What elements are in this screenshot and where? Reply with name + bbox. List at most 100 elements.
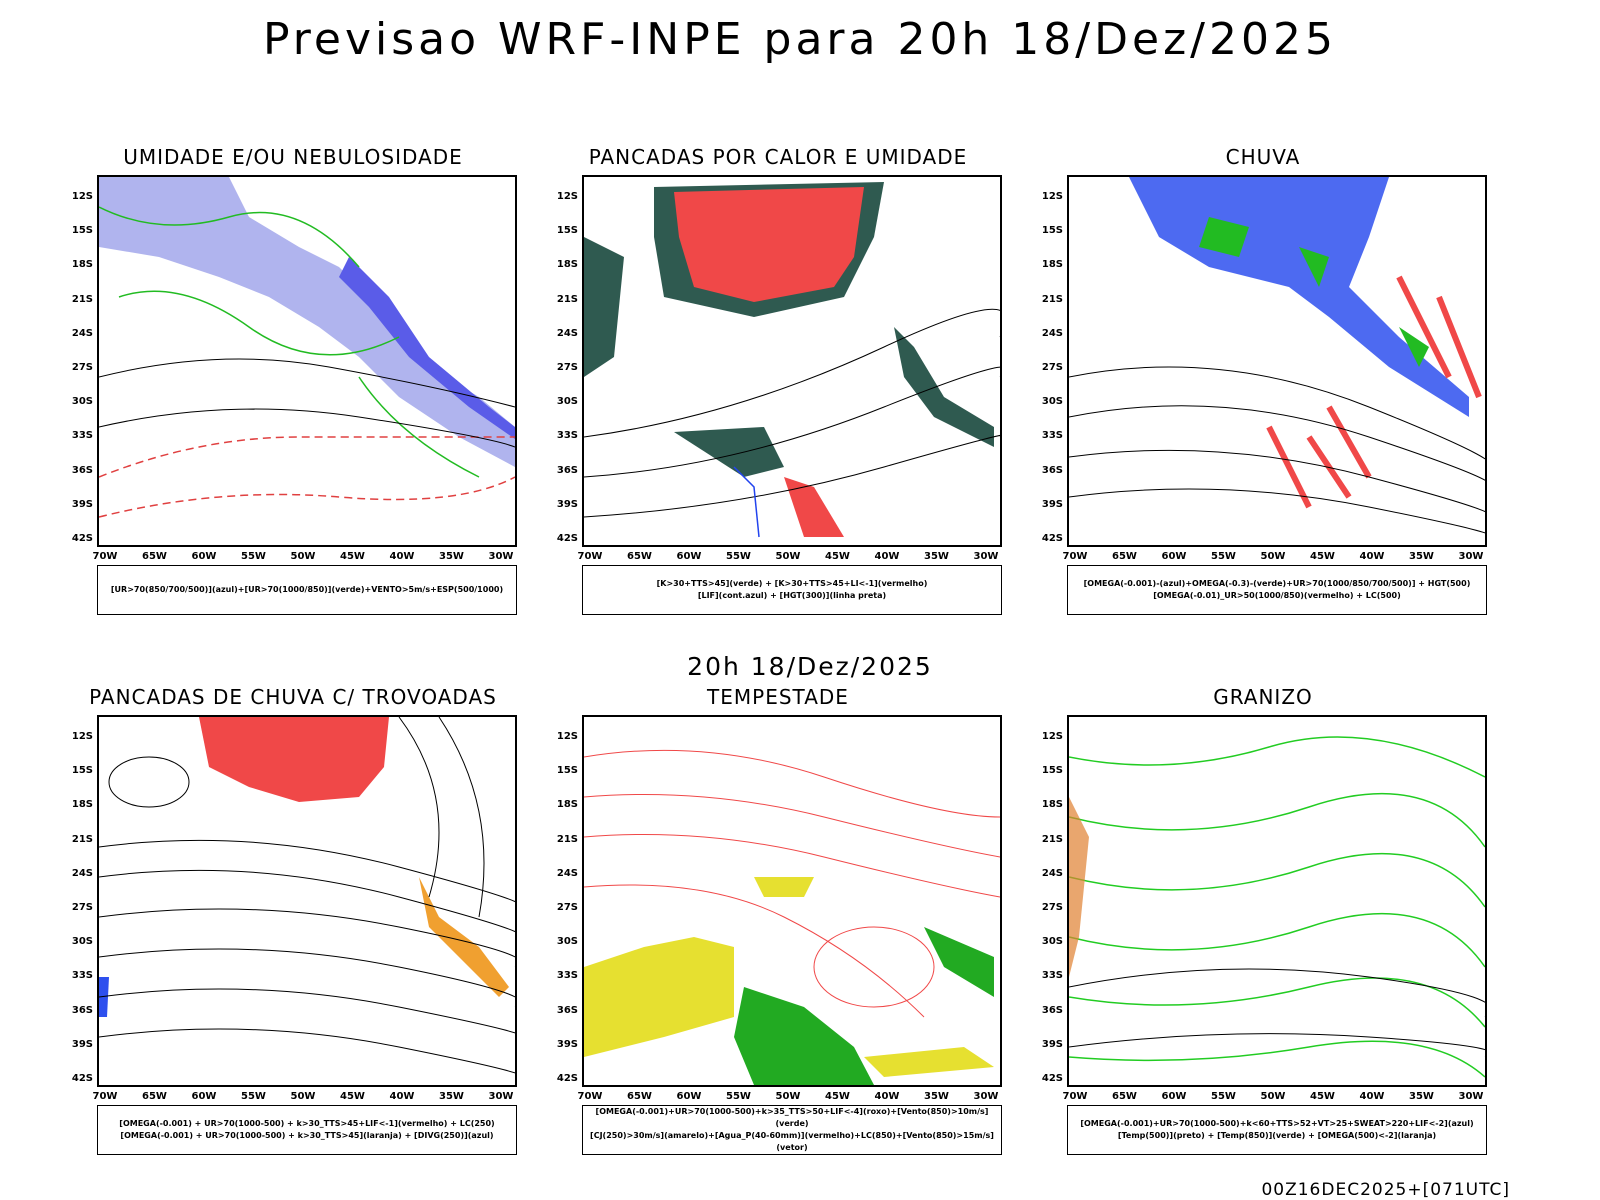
longitude-tick-label: 40W bbox=[1359, 551, 1385, 562]
longitude-tick-label: 60W bbox=[1161, 551, 1187, 562]
lif-contour bbox=[733, 466, 760, 538]
latitude-tick-label: 42S bbox=[556, 533, 578, 544]
latitude-tick-label: 42S bbox=[71, 1073, 93, 1084]
latitude-tick-label: 42S bbox=[1041, 1073, 1063, 1084]
latitude-tick-label: 30S bbox=[71, 936, 93, 948]
latitude-tick-label: 27S bbox=[556, 902, 578, 913]
legend-line: [K>30+TTS>45](verde) + [K>30+TTS>45+LI<-… bbox=[656, 579, 928, 588]
latitude-tick-label: 30S bbox=[71, 396, 93, 408]
longitude-tick-label: 40W bbox=[389, 1091, 415, 1102]
latitude-tick-label: 21S bbox=[556, 833, 578, 845]
panel-title: GRANIZO bbox=[1213, 685, 1313, 709]
heat-showers-map-graphic bbox=[584, 182, 1000, 538]
latitude-tick-label: 33S bbox=[1041, 970, 1063, 982]
green-humidity-contours bbox=[99, 206, 480, 478]
longitude-tick-label: 45W bbox=[340, 551, 365, 562]
longitude-tick-label: 50W bbox=[775, 551, 801, 562]
longitude-tick-label: 60W bbox=[1161, 1091, 1187, 1102]
longitude-tick-label: 40W bbox=[874, 1091, 900, 1102]
longitude-tick-label: 35W bbox=[1409, 551, 1434, 562]
latitude-tick-label: 24S bbox=[71, 327, 93, 339]
longitude-tick-label: 65W bbox=[627, 551, 652, 562]
longitude-tick-label: 30W bbox=[488, 1091, 514, 1102]
longitude-tick-label: 55W bbox=[1211, 1091, 1236, 1102]
longitude-tick-label: 70W bbox=[577, 1091, 603, 1102]
latitude-tick-label: 27S bbox=[71, 362, 93, 373]
latitude-tick-label: 42S bbox=[556, 1073, 578, 1084]
latitude-tick-label: 24S bbox=[1041, 867, 1063, 879]
latitude-tick-label: 18S bbox=[1041, 259, 1063, 271]
latitude-tick-label: 42S bbox=[71, 533, 93, 544]
yellow-jet-area bbox=[584, 937, 734, 1057]
longitude-tick-label: 65W bbox=[1112, 1091, 1137, 1102]
latitude-tick-label: 24S bbox=[556, 327, 578, 339]
longitude-tick-label: 70W bbox=[1062, 551, 1088, 562]
panel-heat-showers: PANCADAS POR CALOR E UMIDADE [K>30+TTS>4… bbox=[538, 145, 1018, 625]
latitude-tick-label: 39S bbox=[556, 1038, 578, 1050]
latitude-tick-label: 12S bbox=[71, 731, 93, 742]
blue-humidity-area bbox=[99, 177, 515, 467]
longitude-tick-label: 45W bbox=[825, 1091, 850, 1102]
main-title: Previsao WRF-INPE para 20h 18/Dez/2025 bbox=[263, 14, 1337, 65]
panel-storm: TEMPESTADE [OMEGA(-0.001)+UR>70(1000-500… bbox=[538, 685, 1018, 1165]
panel-legend: [OMEGA(-0.001) + UR>70(1000-500) + k>30_… bbox=[97, 1105, 517, 1155]
map-thunderstorm-showers bbox=[97, 715, 517, 1087]
longitude-tick-label: 35W bbox=[439, 551, 464, 562]
legend-line: [OMEGA(-0.001)+UR>70(1000-500)+k>35_TTS>… bbox=[595, 1107, 989, 1128]
panel-title: PANCADAS POR CALOR E UMIDADE bbox=[588, 145, 968, 169]
latitude-tick-label: 15S bbox=[71, 765, 93, 777]
map-heat-showers bbox=[582, 175, 1002, 547]
legend-line: [OMEGA(-0.001)+UR>70(1000-500)+k<60+TTS>… bbox=[1080, 1119, 1474, 1128]
latitude-tick-label: 12S bbox=[1041, 731, 1063, 742]
blue-divergence-area bbox=[99, 977, 109, 1017]
longitude-tick-label: 35W bbox=[1409, 1091, 1434, 1102]
legend-line: [Temp(500)](preto) + [Temp(850)](verde) … bbox=[1117, 1131, 1437, 1140]
latitude-tick-label: 33S bbox=[556, 970, 578, 982]
latitude-tick-label: 24S bbox=[71, 867, 93, 879]
longitude-tick-label: 30W bbox=[973, 1091, 999, 1102]
run-stamp: 00Z16DEC2025+[071UTC] bbox=[1261, 1180, 1510, 1200]
storm-map-graphic bbox=[584, 749, 1000, 1085]
latitude-tick-label: 33S bbox=[1041, 430, 1063, 442]
longitude-tick-label: 65W bbox=[627, 1091, 652, 1102]
latitude-tick-label: 30S bbox=[556, 936, 578, 948]
latitude-tick-label: 12S bbox=[556, 731, 578, 742]
longitude-tick-label: 55W bbox=[241, 1091, 266, 1102]
latitude-tick-label: 36S bbox=[1041, 464, 1063, 476]
latitude-tick-label: 18S bbox=[556, 799, 578, 811]
red-convection-area bbox=[199, 717, 389, 802]
pressure-contours bbox=[99, 358, 515, 448]
red-thickness-contours bbox=[99, 436, 515, 518]
latitude-tick-label: 39S bbox=[556, 498, 578, 510]
longitude-tick-label: 35W bbox=[924, 1091, 949, 1102]
latitude-tick-label: 15S bbox=[71, 225, 93, 237]
longitude-tick-label: 60W bbox=[676, 551, 702, 562]
black-temperature-contours bbox=[1069, 968, 1485, 1057]
longitude-tick-label: 60W bbox=[191, 1091, 217, 1102]
longitude-tick-label: 50W bbox=[775, 1091, 801, 1102]
latitude-tick-label: 15S bbox=[556, 765, 578, 777]
panel-humidity: UMIDADE E/OU NEBULOSIDADE [UR>70(850/700… bbox=[53, 145, 533, 625]
longitude-tick-label: 50W bbox=[1260, 1091, 1286, 1102]
longitude-tick-label: 30W bbox=[973, 551, 999, 562]
longitude-tick-label: 45W bbox=[1310, 1091, 1335, 1102]
longitude-tick-label: 70W bbox=[577, 551, 603, 562]
latitude-tick-label: 33S bbox=[556, 430, 578, 442]
streamlines bbox=[99, 839, 515, 1077]
longitude-tick-label: 55W bbox=[726, 1091, 751, 1102]
longitude-tick-label: 65W bbox=[142, 1091, 167, 1102]
latitude-tick-label: 12S bbox=[556, 191, 578, 202]
latitude-tick-label: 21S bbox=[556, 293, 578, 305]
panel-legend: [OMEGA(-0.001)+UR>70(1000-500)+k>35_TTS>… bbox=[582, 1105, 1002, 1155]
latitude-tick-label: 21S bbox=[1041, 293, 1063, 305]
longitude-tick-label: 35W bbox=[439, 1091, 464, 1102]
longitude-tick-label: 70W bbox=[1062, 1091, 1088, 1102]
latitude-tick-label: 24S bbox=[1041, 327, 1063, 339]
legend-line: [OMEGA(-0.001) + UR>70(1000-500) + k>30_… bbox=[120, 1131, 494, 1140]
latitude-tick-label: 15S bbox=[556, 225, 578, 237]
latitude-tick-label: 39S bbox=[71, 1038, 93, 1050]
map-storm bbox=[582, 715, 1002, 1087]
red-circulation bbox=[813, 926, 935, 1008]
green-coastal-area bbox=[894, 327, 994, 447]
panel-legend: [UR>70(850/700/500)](azul)+[UR>70(1000/8… bbox=[97, 565, 517, 615]
